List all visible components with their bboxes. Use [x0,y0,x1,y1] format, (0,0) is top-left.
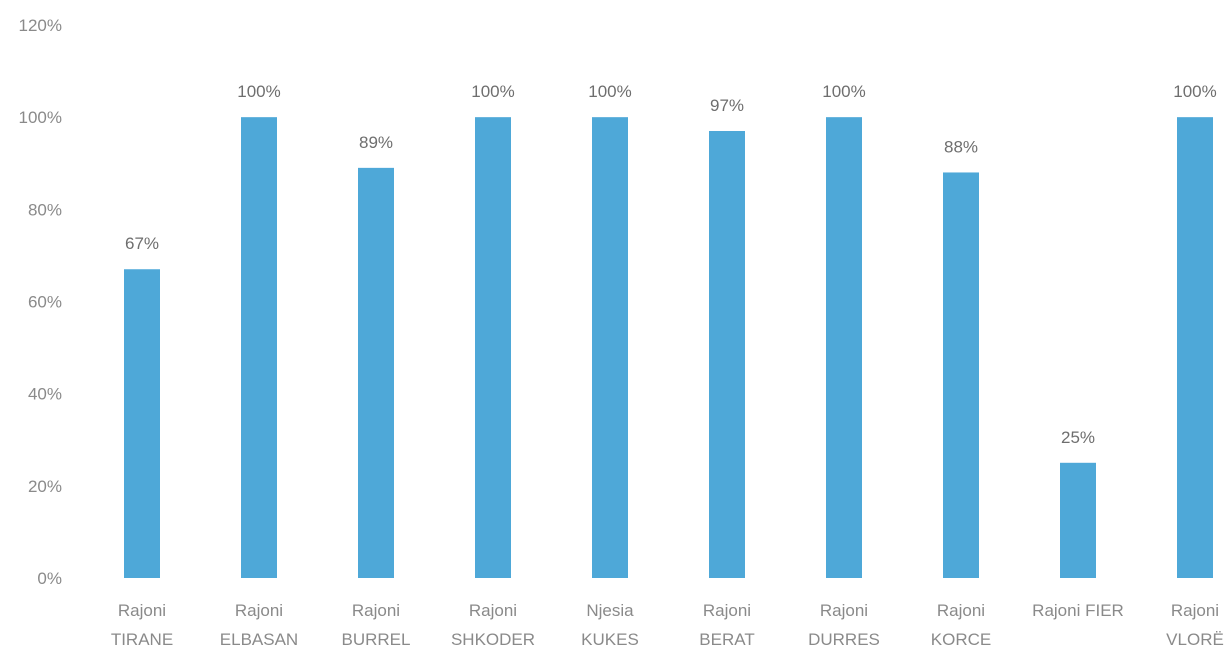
x-tick-label: BURREL [342,630,411,648]
bar [709,130,745,578]
x-tick-label: Rajoni [469,601,517,620]
data-label: 88% [944,137,978,156]
y-tick-label: 20% [28,477,62,496]
x-tick-label: Rajoni [352,601,400,620]
bar [358,167,394,578]
x-tick-label: ELBASAN [220,630,298,648]
x-tick-label: Rajoni [118,601,166,620]
bar [592,117,628,579]
bar [1060,462,1096,578]
data-label: 97% [710,96,744,115]
bar [1177,117,1213,579]
data-label: 100% [1173,82,1216,101]
x-tick-label: KUKES [581,630,639,648]
x-tick-label: Rajoni [937,601,985,620]
x-tick-label: Rajoni [820,601,868,620]
y-tick-label: 100% [19,108,62,127]
bars [124,117,1213,579]
x-tick-label: BERAT [699,630,754,648]
bar [826,117,862,579]
data-label: 100% [237,82,280,101]
x-tick-label: Njesia [586,601,634,620]
data-label: 89% [359,133,393,152]
y-tick-label: 60% [28,293,62,312]
data-label: 67% [125,234,159,253]
x-tick-label: TIRANE [111,630,173,648]
data-labels: 67% 100% 89% 100% 100% 97% 100% 88% 25% 100% [125,82,1217,447]
data-label: 100% [471,82,514,101]
x-tick-label: Rajoni FIER [1032,601,1124,620]
y-tick-label: 0% [37,569,62,588]
x-tick-label: KORCE [931,630,991,648]
y-tick-label: 80% [28,200,62,219]
x-tick-label: Rajoni [1171,601,1219,620]
y-axis: 0% 20% 40% 60% 80% 100% 120% [19,16,62,588]
data-label: 100% [822,82,865,101]
data-label: 25% [1061,428,1095,447]
bar [124,269,160,578]
x-axis: Rajoni TIRANE Rajoni ELBASAN Rajoni BURREL Raj… [111,601,1224,649]
x-tick-label: DURRES [808,630,880,648]
bar [241,117,277,579]
x-tick-label: VLORË [1166,630,1224,648]
x-tick-label: Rajoni [703,601,751,620]
x-tick-label: SHKODER [451,630,535,648]
x-tick-label: Rajoni [235,601,283,620]
data-label: 100% [588,82,631,101]
bar [943,172,979,578]
y-tick-label: 120% [19,16,62,35]
y-tick-label: 40% [28,385,62,404]
bar [475,117,511,579]
